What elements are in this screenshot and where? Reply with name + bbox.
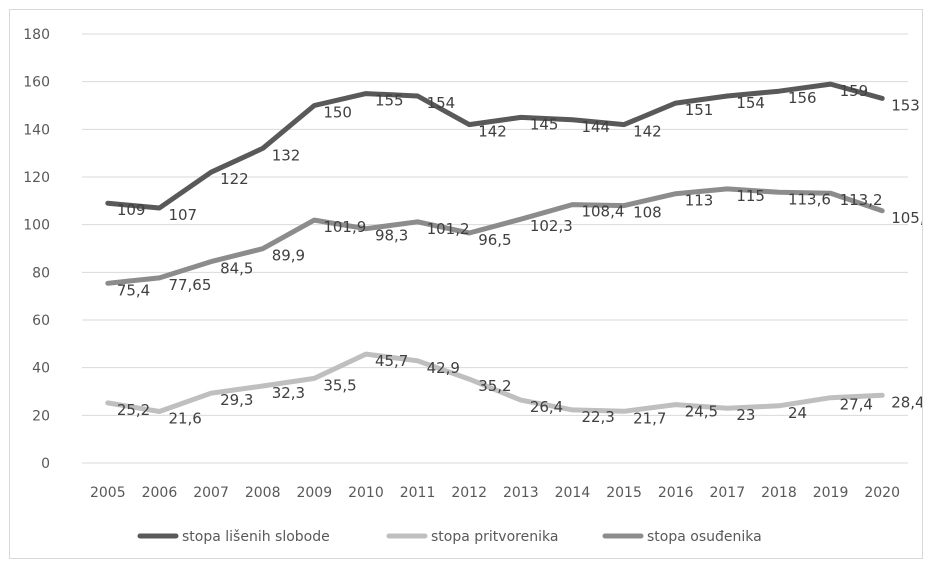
x-tick-label: 2016 bbox=[658, 485, 694, 501]
y-tick-label: 40 bbox=[32, 361, 50, 377]
data-label: 21,6 bbox=[168, 410, 201, 428]
series-line-1 bbox=[105, 81, 885, 211]
data-labels: 109 107 122 132 150 155 154 142 145 144 142 151 154 1… bbox=[117, 82, 922, 427]
x-tick-label: 2008 bbox=[245, 485, 281, 501]
x-tick-label: 2018 bbox=[761, 485, 797, 501]
data-label: 28,4 bbox=[891, 393, 922, 411]
data-label: 101,2 bbox=[427, 220, 470, 238]
data-label: 29,3 bbox=[220, 391, 253, 409]
y-tick-label: 120 bbox=[23, 170, 50, 186]
x-tick-label: 2020 bbox=[864, 485, 900, 501]
data-label: 115 bbox=[736, 187, 765, 205]
data-label: 21,7 bbox=[633, 409, 666, 427]
data-label: 75,4 bbox=[117, 281, 150, 299]
y-tick-label: 100 bbox=[23, 218, 50, 234]
y-tick-label: 0 bbox=[41, 456, 50, 472]
data-label: 105,8 bbox=[891, 209, 922, 227]
data-label: 84,5 bbox=[220, 260, 253, 278]
data-label: 42,9 bbox=[427, 359, 460, 377]
data-label: 32,3 bbox=[272, 384, 305, 402]
data-label: 156 bbox=[788, 89, 817, 107]
data-label: 153 bbox=[891, 96, 920, 114]
x-tick-label: 2012 bbox=[451, 485, 487, 501]
data-label: 35,5 bbox=[323, 376, 356, 394]
legend: stopa lišenih slobode stopa pritvorenika s… bbox=[137, 529, 762, 545]
chart-area: 0 20 40 60 80 100 120 140 160 180 2005 2006 2007 200… bbox=[9, 9, 923, 559]
data-label: 107 bbox=[168, 206, 197, 224]
y-tick-label: 60 bbox=[32, 313, 50, 329]
data-label: 96,5 bbox=[478, 231, 511, 249]
data-label: 109 bbox=[117, 201, 146, 219]
x-tick-label: 2009 bbox=[296, 485, 332, 501]
data-label: 108 bbox=[633, 204, 662, 222]
data-label: 26,4 bbox=[530, 398, 563, 416]
x-axis: 2005 2006 2007 2008 2009 2010 2011 2012 2013 2014… bbox=[90, 485, 900, 501]
data-label: 113 bbox=[685, 192, 714, 210]
x-tick-label: 2013 bbox=[503, 485, 539, 501]
data-label: 22,3 bbox=[581, 408, 614, 426]
x-tick-label: 2007 bbox=[193, 485, 229, 501]
data-label: 142 bbox=[633, 123, 662, 141]
data-label: 102,3 bbox=[530, 217, 573, 235]
x-tick-label: 2006 bbox=[142, 485, 178, 501]
x-tick-label: 2015 bbox=[606, 485, 642, 501]
data-label: 145 bbox=[530, 115, 559, 133]
x-tick-label: 2005 bbox=[90, 485, 126, 501]
data-label: 155 bbox=[375, 92, 404, 110]
y-tick-label: 80 bbox=[32, 265, 50, 281]
data-label: 144 bbox=[581, 118, 610, 136]
data-label: 35,2 bbox=[478, 377, 511, 395]
data-label: 113,6 bbox=[788, 190, 831, 208]
data-label: 23 bbox=[736, 406, 755, 424]
data-label: 24 bbox=[788, 404, 807, 422]
data-label: 24,5 bbox=[685, 403, 718, 421]
y-tick-label: 140 bbox=[23, 122, 50, 138]
x-tick-label: 2019 bbox=[813, 485, 849, 501]
x-tick-label: 2017 bbox=[709, 485, 745, 501]
data-label: 154 bbox=[736, 94, 765, 112]
series-line-2 bbox=[105, 351, 885, 414]
data-label: 101,9 bbox=[323, 218, 366, 236]
data-label: 142 bbox=[478, 123, 507, 141]
data-label: 132 bbox=[272, 146, 301, 164]
series-lines bbox=[105, 81, 885, 414]
legend-label-1: stopa lišenih slobode bbox=[182, 529, 330, 545]
data-label: 45,7 bbox=[375, 352, 408, 370]
y-tick-label: 160 bbox=[23, 75, 50, 91]
data-label: 122 bbox=[220, 170, 249, 188]
data-label: 77,65 bbox=[168, 276, 211, 294]
data-label: 27,4 bbox=[840, 396, 873, 414]
data-label: 25,2 bbox=[117, 401, 150, 419]
data-label: 150 bbox=[323, 104, 352, 122]
data-label: 89,9 bbox=[272, 247, 305, 265]
data-label: 159 bbox=[840, 82, 869, 100]
data-label: 108,4 bbox=[581, 203, 624, 221]
y-axis: 0 20 40 60 80 100 120 140 160 180 bbox=[23, 27, 50, 472]
data-label: 98,3 bbox=[375, 227, 408, 245]
data-label: 113,2 bbox=[840, 191, 883, 209]
series-line-3 bbox=[105, 186, 885, 286]
legend-label-3: stopa osuđenika bbox=[647, 529, 762, 545]
x-tick-label: 2014 bbox=[555, 485, 591, 501]
data-label: 154 bbox=[427, 94, 456, 112]
data-label: 151 bbox=[685, 101, 714, 119]
y-tick-label: 20 bbox=[32, 408, 50, 424]
x-tick-label: 2011 bbox=[400, 485, 436, 501]
x-tick-label: 2010 bbox=[348, 485, 384, 501]
legend-label-2: stopa pritvorenika bbox=[431, 529, 558, 545]
y-tick-label: 180 bbox=[23, 27, 50, 43]
